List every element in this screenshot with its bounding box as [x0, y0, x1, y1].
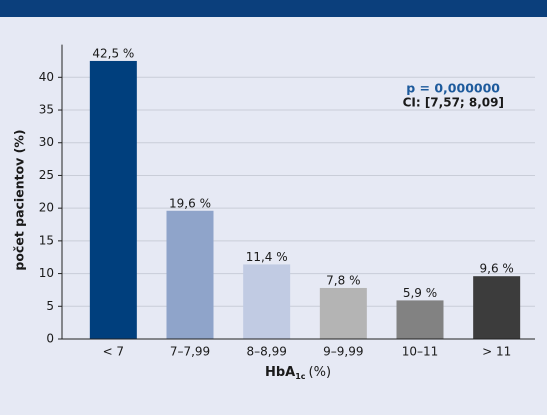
data-label: 19,6 % — [169, 196, 211, 210]
bar — [319, 287, 367, 339]
x-label-unit: (%) — [309, 365, 332, 380]
y-tick-label: 20 — [39, 201, 54, 215]
y-tick-label: 30 — [39, 135, 54, 149]
header-banner — [0, 0, 547, 17]
y-tick-label: 0 — [46, 332, 54, 346]
p-value: p = 0,000000 — [406, 81, 500, 96]
data-label: 42,5 % — [92, 46, 134, 60]
x-tick-label: 8–8,99 — [246, 345, 286, 359]
y-tick-label: 5 — [46, 299, 54, 313]
x-tick-label: 9–9,99 — [323, 345, 363, 359]
y-tick-label: 40 — [39, 70, 54, 84]
data-label: 5,9 % — [403, 286, 437, 300]
y-tick-label: 10 — [39, 266, 54, 280]
y-tick-label: 15 — [39, 233, 54, 247]
x-axis-label: HbA1c (%) — [265, 365, 331, 381]
x-tick-label: < 7 — [103, 345, 125, 359]
y-axis-label: počet pacientov (%) — [12, 129, 27, 270]
bar — [89, 60, 137, 339]
x-tick-label: 7–7,99 — [170, 345, 210, 359]
data-label: 9,6 % — [480, 262, 514, 276]
bar — [473, 276, 521, 339]
x-tick-label: 10–11 — [402, 345, 439, 359]
bar — [243, 264, 291, 339]
data-label: 11,4 % — [246, 250, 288, 264]
bar — [166, 210, 214, 339]
data-label: 7,8 % — [326, 273, 360, 287]
y-tick-label: 25 — [39, 168, 54, 182]
y-tick-label: 35 — [39, 103, 54, 117]
x-label-main: HbA — [265, 365, 295, 380]
x-tick-label: > 11 — [482, 345, 511, 359]
ci: CI: [7,57; 8,09] — [403, 96, 504, 110]
x-label-sub: 1c — [295, 372, 306, 381]
bar — [396, 300, 444, 339]
